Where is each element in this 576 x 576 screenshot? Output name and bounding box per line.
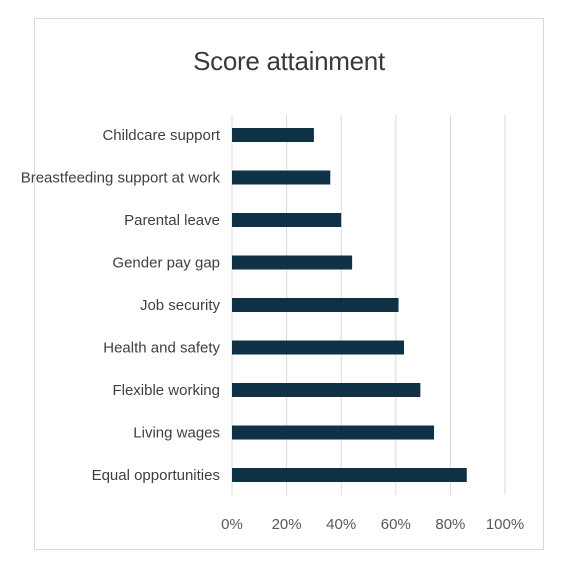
bar (232, 298, 399, 312)
x-tick-labels: 0% 20% 40% 60% 80% 100% (221, 516, 524, 533)
x-tick-label: 80% (435, 516, 465, 533)
bar (232, 425, 435, 440)
category-label: Living wages (133, 425, 220, 442)
category-label: Breastfeeding support at work (21, 170, 221, 187)
x-tick-label: 0% (221, 516, 243, 533)
category-labels: Childcare support Breastfeeding support a… (21, 127, 221, 484)
bar (232, 255, 353, 270)
category-label: Childcare support (102, 127, 220, 144)
bar (232, 468, 467, 482)
x-tick-label: 60% (381, 516, 411, 533)
x-tick-label: 100% (486, 516, 524, 533)
category-label: Parental leave (124, 212, 220, 229)
x-tick-label: 20% (272, 516, 302, 533)
bar (232, 128, 314, 142)
category-label: Flexible working (112, 382, 220, 399)
category-label: Job security (140, 297, 221, 314)
bar (232, 340, 404, 355)
category-label: Gender pay gap (112, 255, 220, 272)
x-tick-label: 40% (326, 516, 356, 533)
bar (232, 383, 421, 397)
bars (232, 128, 467, 482)
category-label: Health and safety (103, 340, 220, 357)
bar (232, 170, 331, 185)
chart-title: Score attainment (193, 46, 385, 76)
chart-frame (34, 18, 544, 550)
category-label: Equal opportunities (92, 467, 220, 484)
bar (232, 213, 342, 227)
